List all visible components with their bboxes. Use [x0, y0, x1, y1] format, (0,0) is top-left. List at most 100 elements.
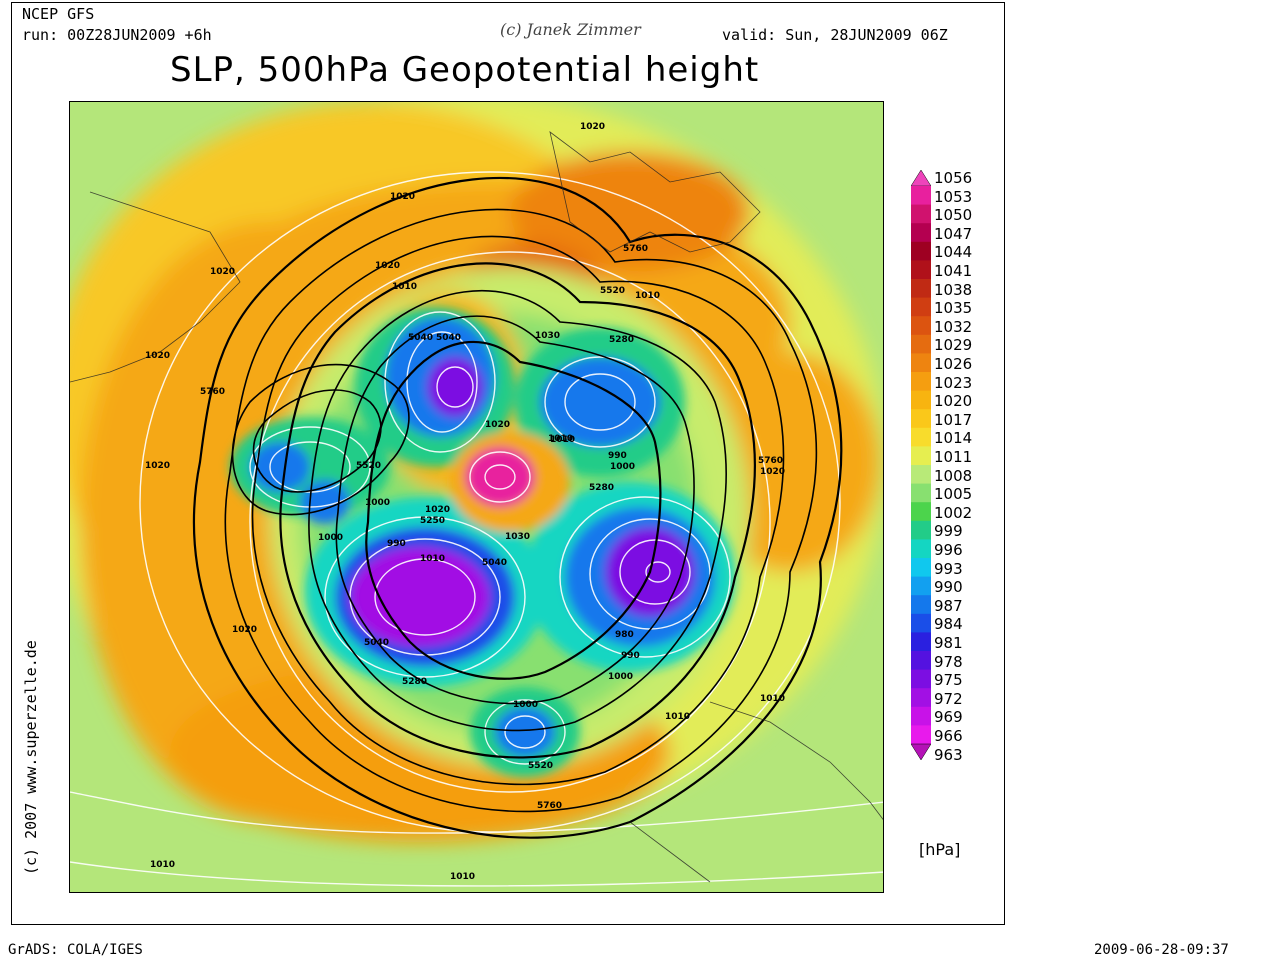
legend-swatch — [911, 223, 931, 243]
legend-swatch — [911, 372, 931, 392]
slp-label: 1010 — [392, 282, 417, 292]
slp-label: 1010 — [760, 694, 785, 704]
weather-map: 1020 1020 1020 1020 1020 1020 1020 1020 … — [69, 101, 884, 893]
legend-swatch — [911, 260, 931, 280]
height-label: 5520 — [528, 761, 553, 771]
run-time: run: 00Z28JUN2009 +6h — [22, 26, 212, 44]
legend-label: 1011 — [934, 448, 973, 466]
slp-label: 1020 — [145, 461, 170, 471]
legend-swatch — [911, 651, 931, 671]
legend-swatch — [911, 688, 931, 708]
slp-label: 1020 — [210, 267, 235, 277]
legend-unit: [hPa] — [919, 840, 961, 859]
legend-swatch — [911, 576, 931, 596]
slp-label: 1020 — [145, 351, 170, 361]
slp-label: 990 — [621, 651, 640, 661]
legend-swatch — [911, 539, 931, 559]
legend-label: 1041 — [934, 262, 973, 280]
legend-label: 1029 — [934, 336, 973, 355]
legend-colorbar — [911, 170, 931, 761]
legend-label: 1017 — [934, 410, 973, 429]
coastlines — [70, 131, 883, 883]
legend-label: 1053 — [934, 187, 973, 206]
valid-time: valid: Sun, 28JUN2009 06Z — [722, 26, 948, 44]
legend-label: 966 — [934, 727, 963, 745]
legend-label: 963 — [934, 745, 963, 764]
footer-software: GrADS: COLA/IGES — [8, 942, 143, 958]
legend-label: 1005 — [934, 485, 973, 504]
legend-label: 993 — [934, 559, 963, 578]
legend-label: 1032 — [934, 317, 973, 336]
legend-swatch — [911, 613, 931, 633]
legend-swatch — [911, 241, 931, 261]
legend-label: 1020 — [934, 392, 973, 411]
legend-swatch — [911, 186, 931, 206]
legend-swatch — [911, 334, 931, 354]
legend-swatch — [911, 353, 931, 373]
legend-label: 1026 — [934, 355, 973, 373]
slp-label: 1020 — [760, 467, 785, 477]
slp-label: 1010 — [150, 860, 175, 870]
legend-arrow-top — [911, 170, 931, 187]
slp-label: 1020 — [425, 505, 450, 515]
slp-label: 1030 — [505, 532, 530, 542]
legend-label: 1014 — [934, 429, 973, 448]
legend-label: 999 — [934, 522, 963, 541]
legend-label: 981 — [934, 634, 963, 652]
legend-swatch — [911, 279, 931, 299]
legend-swatch — [911, 595, 931, 615]
legend-swatch — [911, 204, 931, 224]
slp-label: 1000 — [318, 533, 343, 543]
slp-label: 1010 — [420, 554, 445, 564]
slp-label: 1030 — [535, 331, 560, 341]
map-title: SLP, 500hPa Geopotential height — [170, 50, 760, 90]
height-label: 5250 — [420, 516, 445, 526]
slp-label: 1000 — [610, 462, 635, 472]
height-label: 5040 — [436, 333, 461, 343]
slp-field — [70, 102, 883, 892]
legend-label: 996 — [934, 541, 963, 559]
slp-label: 990 — [608, 451, 627, 461]
legend-label: 1002 — [934, 503, 973, 522]
legend-swatch — [911, 297, 931, 317]
height-label: 5280 — [402, 677, 427, 687]
height-label: 5520 — [600, 286, 625, 296]
legend-swatch — [911, 316, 931, 336]
legend-label: 978 — [934, 652, 963, 671]
legend-label: 1050 — [934, 206, 973, 225]
color-legend: 1056 1053 1050 1047 1044 1041 1038 1035 1032 1029… — [911, 170, 991, 790]
slp-label: 1020 — [580, 122, 605, 132]
slp-label: 1020 — [375, 261, 400, 271]
legend-swatch — [911, 483, 931, 503]
author-credit: (c) Janek Zimmer — [500, 20, 641, 39]
contour-labels: 1020 1020 1020 1020 1020 1020 1020 1020 … — [145, 122, 785, 882]
footer-timestamp: 2009-06-28-09:37 — [1094, 942, 1229, 958]
height-label: 5280 — [589, 483, 614, 493]
slp-label: 1010 — [548, 434, 573, 444]
slp-label: 990 — [387, 539, 406, 549]
legend-swatch — [911, 390, 931, 410]
legend-swatch — [911, 706, 931, 726]
legend-swatch — [911, 427, 931, 447]
legend-label: 1047 — [934, 224, 973, 243]
legend-swatch — [911, 669, 931, 689]
legend-label: 1008 — [934, 466, 973, 485]
legend-label: 987 — [934, 596, 963, 615]
height-label: 5760 — [537, 801, 562, 811]
legend-label: 990 — [934, 578, 963, 597]
legend-swatch — [911, 465, 931, 485]
height-label: 5520 — [356, 461, 381, 471]
legend-label: 1035 — [934, 299, 973, 318]
height-label: 5040 — [408, 333, 433, 343]
model-name: NCEP GFS — [22, 5, 95, 23]
slp-label: 1020 — [232, 625, 257, 635]
slp-label: 1020 — [390, 192, 415, 202]
slp-label: 1000 — [608, 672, 633, 682]
slp-label: 980 — [615, 630, 634, 640]
legend-swatch — [911, 520, 931, 540]
slp-label: 1000 — [513, 700, 538, 710]
legend-label: 984 — [934, 615, 963, 634]
height-label: 5040 — [482, 558, 507, 568]
legend-swatch — [911, 409, 931, 429]
legend-swatch — [911, 725, 931, 745]
